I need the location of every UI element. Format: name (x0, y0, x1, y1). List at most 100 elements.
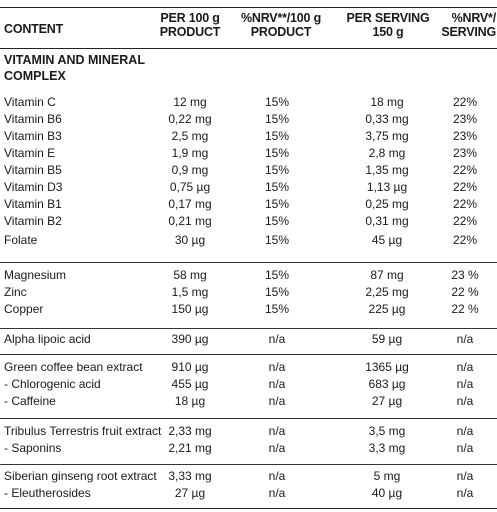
cell-nrvserv: 23% (452, 112, 478, 126)
cell-name: Vitamin B3 (4, 129, 62, 143)
cell-nrv100: n/a (268, 424, 286, 438)
cell-per100: 27 µg (174, 486, 206, 500)
cell-per100: 0,75 µg (169, 180, 211, 194)
cell-serving: 27 µg (371, 394, 403, 408)
cell-nrvserv: 22% (452, 214, 478, 228)
cell-serving: 3,5 mg (368, 424, 406, 438)
cell-nrvserv: 22% (452, 180, 478, 194)
cell-serving: 1,13 µg (366, 180, 408, 194)
cell-per100: 390 µg (171, 332, 209, 346)
table-row: - Saponins 2,21 mg n/a 3,3 mg n/a (0, 440, 497, 457)
cell-nrv100: 15% (264, 129, 290, 143)
cell-serving: 683 µg (368, 377, 406, 391)
cell-nrvserv: 23% (452, 129, 478, 143)
group-divider (0, 354, 497, 355)
table-row: - Chlorogenic acid 455 µg n/a 683 µg n/a (0, 376, 497, 393)
cell-serving: 5 mg (373, 469, 401, 483)
cell-name: Tribulus Terrestris fruit extract (4, 424, 162, 438)
table-row: Vitamin B6 0,22 mg 15% 0,33 mg 23% (0, 111, 497, 128)
cell-nrv100: 15% (264, 302, 290, 316)
header-per-serving-line2: 150 g (372, 25, 404, 39)
cell-nrv100: n/a (268, 486, 286, 500)
header-nrv-100g: %NRV**/100 g PRODUCT (232, 11, 330, 39)
cell-name: Magnesium (4, 268, 67, 282)
cell-per100: 1,5 mg (171, 285, 209, 299)
cell-per100: 1,9 mg (171, 146, 209, 160)
cell-serving: 1365 µg (365, 360, 409, 374)
cell-nrv100: n/a (268, 360, 286, 374)
cell-nrv100: n/a (268, 377, 286, 391)
cell-nrv100: 15% (264, 146, 290, 160)
cell-nrvserv: 22% (452, 95, 478, 109)
cell-nrvserv: 22% (452, 163, 478, 177)
cell-name: Folate (4, 233, 38, 247)
cell-nrv100: 15% (264, 197, 290, 211)
cell-name: Copper (4, 302, 44, 316)
cell-name: Vitamin B5 (4, 163, 62, 177)
cell-nrv100: n/a (268, 394, 286, 408)
header-per-100g: PER 100 g PRODUCT (158, 11, 222, 39)
table-row: Vitamin C 12 mg 15% 18 mg 22% (0, 94, 497, 111)
cell-per100: 0,22 mg (168, 112, 212, 126)
table-row: Vitamin B3 2,5 mg 15% 3,75 mg 23% (0, 128, 497, 145)
table-row: Zinc 1,5 mg 15% 2,25 mg 22 % (0, 284, 497, 301)
cell-nrv100: 15% (264, 163, 290, 177)
group-divider (0, 262, 497, 263)
cell-name: Vitamin E (4, 146, 56, 160)
cell-nrvserv: n/a (456, 486, 474, 500)
header-nrv-serving-line1: %NRV*/ (451, 11, 497, 25)
cell-serving: 3,3 mg (368, 441, 406, 455)
table-row: Copper 150 µg 15% 225 µg 22 % (0, 301, 497, 318)
cell-nrv100: n/a (268, 469, 286, 483)
group-divider (0, 328, 497, 329)
section-title-line1: VITAMIN AND MINERAL (4, 53, 145, 67)
cell-nrvserv: 22 % (451, 302, 479, 316)
section-title-line2: COMPLEX (4, 69, 66, 83)
table-row: Vitamin E 1,9 mg 15% 2,8 mg 23% (0, 145, 497, 162)
cell-nrvserv: n/a (456, 441, 474, 455)
group-divider (0, 464, 497, 465)
header-nrv-100g-line2: PRODUCT (250, 25, 312, 39)
table-row: Folate 30 µg 15% 45 µg 22% (0, 232, 497, 249)
cell-per100: 2,33 mg (168, 424, 212, 438)
cell-nrv100: 15% (264, 95, 290, 109)
cell-nrvserv: 22 % (451, 285, 479, 299)
table-row: - Eleutherosides 27 µg n/a 40 µg n/a (0, 485, 497, 502)
cell-serving: 3,75 mg (365, 129, 409, 143)
cell-name: - Caffeine (4, 394, 56, 408)
header-per-100g-line2: PRODUCT (159, 25, 221, 39)
header-nrv-serving: %NRV*/ SERVING (434, 11, 496, 39)
cell-serving: 2,8 mg (368, 146, 406, 160)
cell-nrvserv: n/a (456, 377, 474, 391)
cell-nrv100: 15% (264, 180, 290, 194)
cell-nrvserv: 22% (452, 233, 478, 247)
cell-nrvserv: n/a (456, 469, 474, 483)
cell-name: Vitamin C (4, 95, 56, 109)
header-nrv-100g-line1: %NRV**/100 g (240, 11, 322, 25)
cell-serving: 0,25 mg (365, 197, 409, 211)
cell-name: Zinc (4, 285, 27, 299)
cell-serving: 45 µg (371, 233, 403, 247)
cell-serving: 40 µg (371, 486, 403, 500)
cell-nrv100: 15% (264, 214, 290, 228)
cell-per100: 58 mg (173, 268, 207, 282)
table-header: CONTENT PER 100 g PRODUCT %NRV**/100 g P… (0, 11, 497, 47)
cell-per100: 2,21 mg (168, 441, 212, 455)
cell-nrvserv: n/a (456, 360, 474, 374)
table-row: Magnesium 58 mg 15% 87 mg 23 % (0, 267, 497, 284)
cell-name: - Saponins (4, 441, 62, 455)
cell-name: Vitamin B2 (4, 214, 62, 228)
header-content: CONTENT (4, 22, 63, 36)
cell-nrvserv: n/a (456, 424, 474, 438)
cell-name: - Chlorogenic acid (4, 377, 101, 391)
top-rule (0, 7, 497, 8)
cell-serving: 1,35 mg (365, 163, 409, 177)
cell-per100: 3,33 mg (168, 469, 212, 483)
cell-serving: 59 µg (371, 332, 403, 346)
cell-nrvserv: n/a (456, 394, 474, 408)
header-per-serving-line1: PER SERVING (346, 11, 430, 25)
cell-nrvserv: 23 % (451, 268, 479, 282)
table-row: - Caffeine 18 µg n/a 27 µg n/a (0, 393, 497, 410)
cell-per100: 0,9 mg (171, 163, 209, 177)
